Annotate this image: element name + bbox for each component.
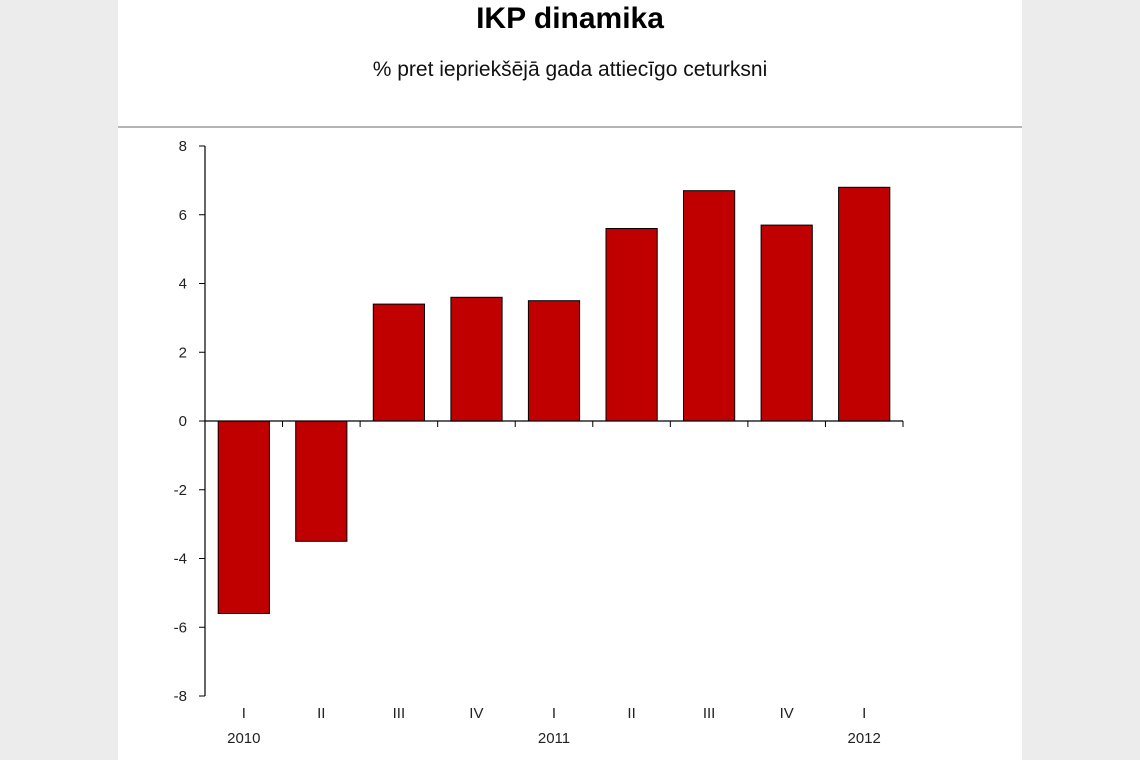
year-label: 2012 bbox=[848, 730, 881, 747]
title-divider bbox=[118, 126, 1022, 128]
x-tick-label: III bbox=[703, 705, 716, 722]
y-tick-label: 0 bbox=[179, 413, 187, 430]
bar bbox=[683, 190, 736, 422]
x-tick-label: I bbox=[552, 705, 556, 722]
x-tick-label: I bbox=[242, 705, 246, 722]
x-tick-label: I bbox=[862, 705, 866, 722]
chart-title: IKP dinamika bbox=[476, 2, 664, 35]
y-tick-label: -8 bbox=[174, 688, 187, 705]
year-label: 2010 bbox=[227, 730, 260, 747]
bar bbox=[217, 420, 270, 614]
chart-subtitle: % pret iepriekšējā gada attiecīgo ceturk… bbox=[372, 58, 768, 81]
bar bbox=[760, 224, 813, 422]
y-tick-label: -6 bbox=[174, 619, 187, 636]
bar bbox=[605, 228, 658, 422]
y-tick-labels: 8 6 4 2 0 -2 -4 -6 -8 bbox=[174, 138, 187, 705]
y-tick-label: 8 bbox=[179, 138, 187, 155]
x-tick-label: II bbox=[317, 705, 325, 722]
bar bbox=[295, 420, 348, 542]
x-tick-label: IV bbox=[469, 705, 483, 722]
y-tick-label: -4 bbox=[174, 551, 187, 568]
bar bbox=[527, 300, 581, 422]
y-tick-label: -2 bbox=[174, 482, 187, 499]
year-label: 2011 bbox=[538, 730, 570, 747]
x-tick-label: III bbox=[393, 705, 406, 722]
bars-group bbox=[217, 186, 891, 614]
bar bbox=[838, 186, 891, 422]
y-tick-label: 6 bbox=[179, 207, 187, 224]
x-tick-label: IV bbox=[780, 705, 794, 722]
bar bbox=[450, 296, 503, 422]
axes-group bbox=[199, 145, 904, 697]
bar bbox=[372, 303, 425, 422]
y-tick-label: 2 bbox=[179, 344, 187, 361]
y-tick-label: 4 bbox=[179, 276, 187, 293]
x-tick-label: II bbox=[627, 705, 635, 722]
